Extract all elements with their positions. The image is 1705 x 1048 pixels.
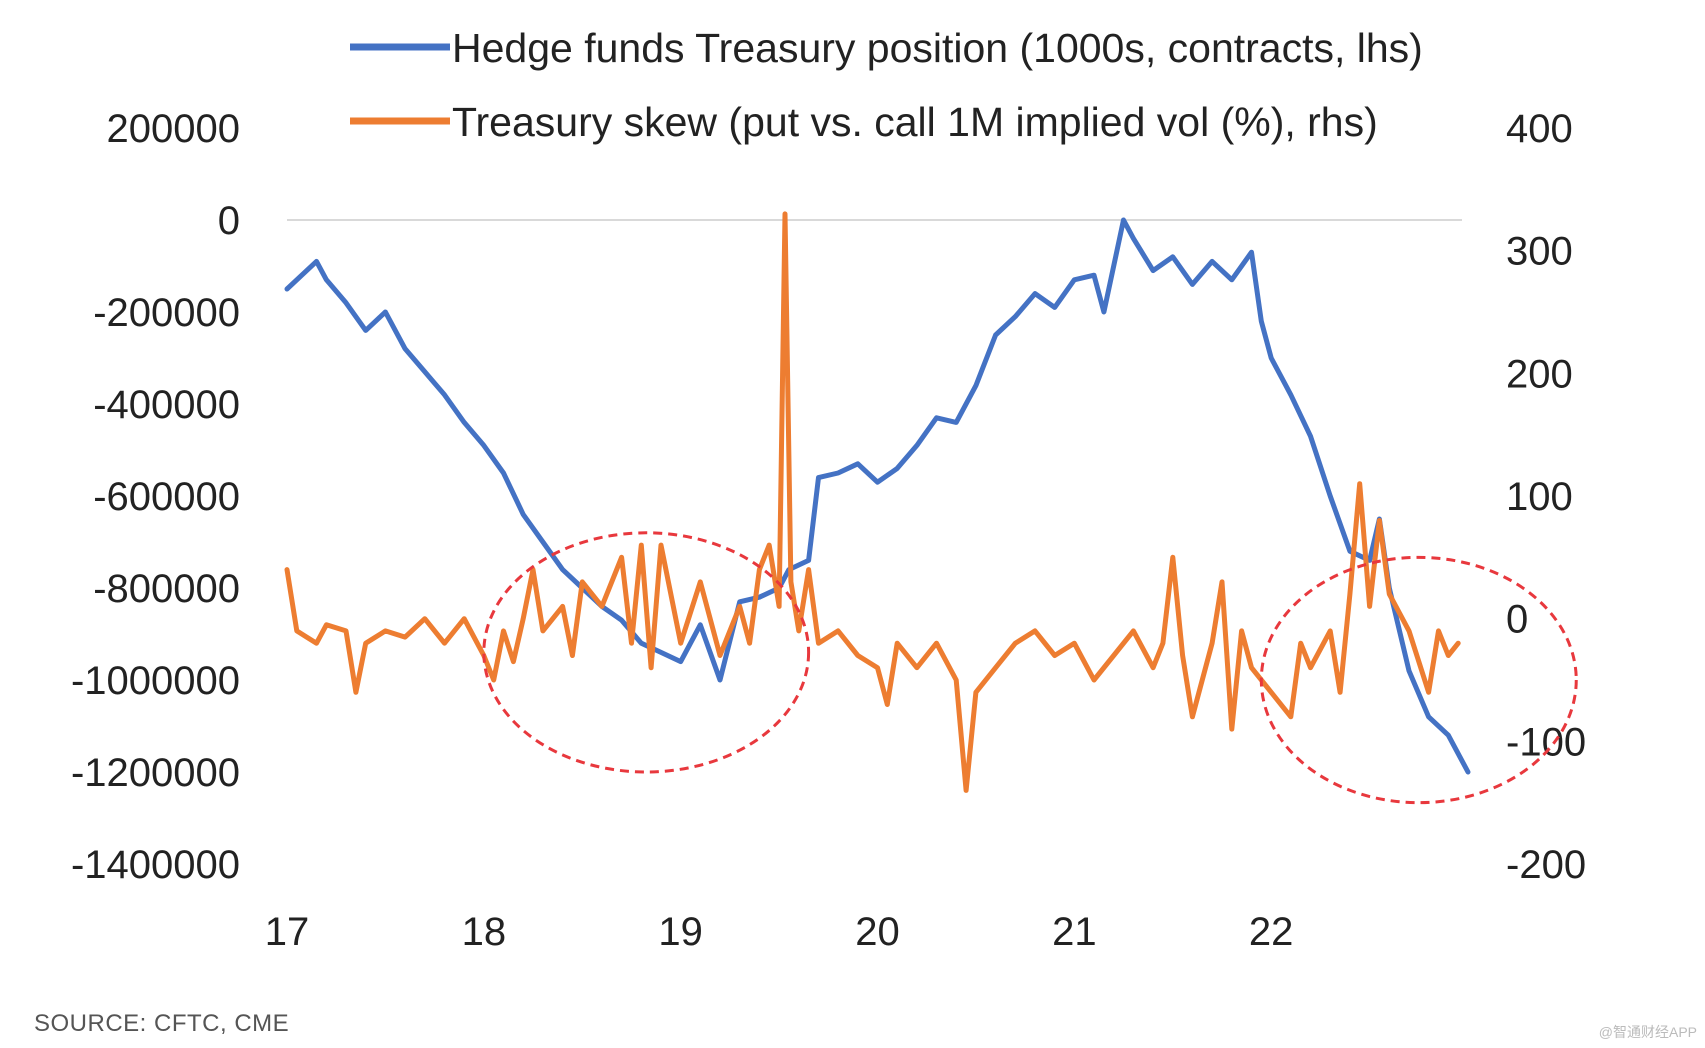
right-tick-label: 100 <box>1506 475 1573 519</box>
left-tick-label: -400000 <box>93 383 240 427</box>
legend-label-treasury-skew: Treasury skew (put vs. call 1M implied v… <box>452 99 1378 145</box>
x-tick-label: 20 <box>855 910 900 954</box>
x-tick-label: 18 <box>462 910 507 954</box>
x-axis-ticks: 17 18 19 20 21 22 <box>265 910 1294 954</box>
left-tick-label: -600000 <box>93 475 240 519</box>
left-axis-ticks: 200000 0 -200000 -400000 -600000 -800000 -1000… <box>71 107 240 887</box>
legend-label-hedge-funds: Hedge funds Treasury position (1000s, co… <box>452 25 1423 71</box>
left-tick-label: -1400000 <box>71 843 240 887</box>
annotation-ellipses <box>482 531 1578 805</box>
x-tick-label: 17 <box>265 910 310 954</box>
left-tick-label: -1000000 <box>71 659 240 703</box>
left-tick-label: 0 <box>218 199 240 243</box>
right-tick-label: 200 <box>1506 352 1573 396</box>
right-tick-label: 400 <box>1506 107 1573 151</box>
right-tick-label: -100 <box>1506 720 1586 764</box>
series-line-treasury-skew <box>284 211 1461 793</box>
source-note: SOURCE: CFTC, CME <box>34 1010 290 1037</box>
legend: Hedge funds Treasury position (1000s, co… <box>350 25 1423 145</box>
right-tick-label: 300 <box>1506 230 1573 274</box>
left-tick-label: 200000 <box>107 107 240 151</box>
series-line-hedge-funds <box>284 217 1471 775</box>
right-tick-label: 0 <box>1506 598 1528 642</box>
left-tick-label: -800000 <box>93 567 240 611</box>
series-lines <box>284 211 1471 793</box>
right-axis-ticks: 400 300 200 100 0 -100 -200 <box>1506 107 1586 887</box>
annotation-ellipse-2 <box>1259 555 1578 805</box>
x-tick-label: 22 <box>1249 910 1294 954</box>
x-tick-label: 19 <box>658 910 703 954</box>
left-tick-label: -1200000 <box>71 751 240 795</box>
left-tick-label: -200000 <box>93 291 240 335</box>
annotation-ellipse-1 <box>482 531 811 774</box>
x-tick-label: 21 <box>1052 910 1097 954</box>
right-tick-label: -200 <box>1506 843 1586 887</box>
watermark: @智通财经APP <box>1598 1024 1697 1040</box>
